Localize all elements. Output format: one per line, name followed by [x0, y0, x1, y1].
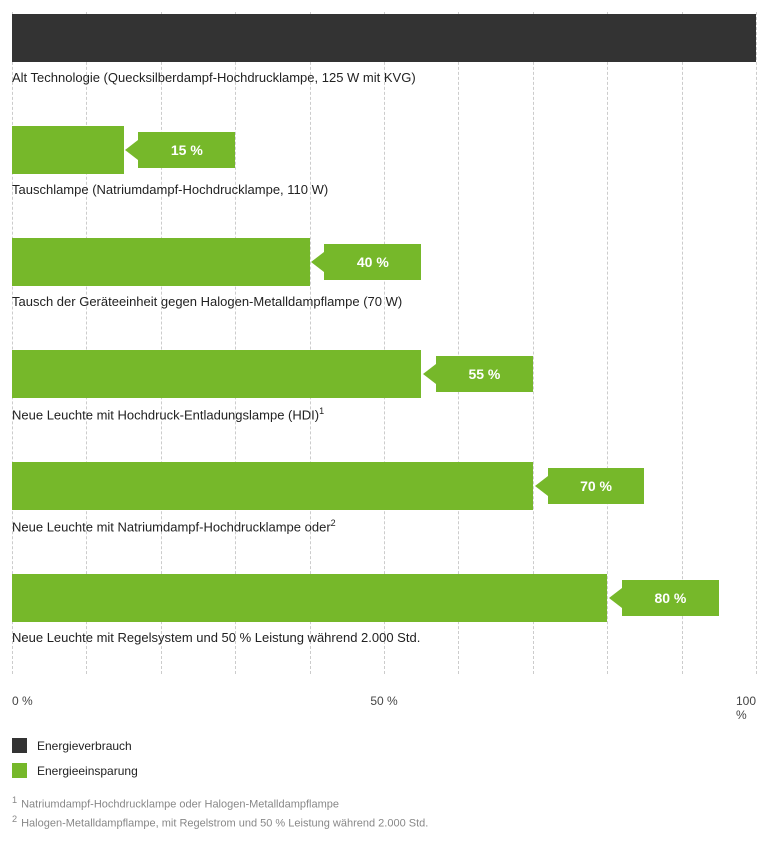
footnote: 2Halogen-Metalldampflampe, mit Regelstro… [12, 813, 756, 832]
callout-arrow-icon [609, 588, 622, 608]
bar-fill [12, 14, 756, 62]
x-axis-labels: 0 %50 %100 % [12, 694, 756, 714]
row-label: Alt Technologie (Quecksilberdampf-Hochdr… [12, 70, 416, 85]
bar-fill [12, 574, 607, 622]
energy-savings-chart: Alt Technologie (Quecksilberdampf-Hochdr… [12, 12, 756, 832]
bar: 40 % [12, 238, 756, 286]
chart-row: 40 %Tausch der Geräteeinheit gegen Halog… [12, 238, 756, 286]
legend-item: Energieeinsparung [12, 763, 756, 778]
plot-area: Alt Technologie (Quecksilberdampf-Hochdr… [12, 12, 756, 690]
bar-fill [12, 350, 421, 398]
callout-arrow-icon [125, 140, 138, 160]
x-axis-tick-label: 0 % [12, 694, 33, 708]
row-label: Neue Leuchte mit Regelsystem und 50 % Le… [12, 630, 420, 645]
x-axis-tick-label: 100 % [736, 694, 756, 722]
bar: 15 % [12, 126, 756, 174]
callout-arrow-icon [535, 476, 548, 496]
legend: Energieverbrauch Energieeinsparung [12, 738, 756, 778]
row-label: Neue Leuchte mit Hochdruck-Entladungslam… [12, 406, 324, 422]
row-label: Neue Leuchte mit Natriumdampf-Hochdruckl… [12, 518, 336, 534]
chart-row: 15 %Tauschlampe (Natriumdampf-Hochdruckl… [12, 126, 756, 174]
bar: 55 % [12, 350, 756, 398]
chart-row: Alt Technologie (Quecksilberdampf-Hochdr… [12, 14, 756, 62]
bar-fill [12, 238, 310, 286]
chart-row: 55 %Neue Leuchte mit Hochdruck-Entladung… [12, 350, 756, 398]
row-label: Tausch der Geräteeinheit gegen Halogen-M… [12, 294, 402, 309]
chart-row: 70 %Neue Leuchte mit Natriumdampf-Hochdr… [12, 462, 756, 510]
chart-row: 80 %Neue Leuchte mit Regelsystem und 50 … [12, 574, 756, 622]
value-callout: 40 % [324, 244, 421, 280]
value-callout: 80 % [622, 580, 719, 616]
bar: 70 % [12, 462, 756, 510]
legend-label: Energieeinsparung [37, 764, 138, 778]
bar [12, 14, 756, 62]
value-callout: 55 % [436, 356, 533, 392]
value-callout: 70 % [548, 468, 645, 504]
value-callout: 15 % [138, 132, 235, 168]
callout-text: 55 % [468, 366, 500, 382]
row-label: Tauschlampe (Natriumdampf-Hochdrucklampe… [12, 182, 328, 197]
bar: 80 % [12, 574, 756, 622]
x-axis-tick-label: 50 % [370, 694, 397, 708]
legend-item: Energieverbrauch [12, 738, 756, 753]
footnote: 1Natriumdampf-Hochdrucklampe oder Haloge… [12, 794, 756, 813]
footnotes: 1Natriumdampf-Hochdrucklampe oder Haloge… [12, 794, 756, 832]
callout-arrow-icon [311, 252, 324, 272]
callout-text: 70 % [580, 478, 612, 494]
callout-text: 15 % [171, 142, 203, 158]
callout-text: 40 % [357, 254, 389, 270]
legend-label: Energieverbrauch [37, 739, 132, 753]
callout-arrow-icon [423, 364, 436, 384]
gridline [756, 12, 757, 674]
bar-fill [12, 462, 533, 510]
legend-swatch [12, 763, 27, 778]
callout-text: 80 % [654, 590, 686, 606]
legend-swatch [12, 738, 27, 753]
bar-fill [12, 126, 124, 174]
